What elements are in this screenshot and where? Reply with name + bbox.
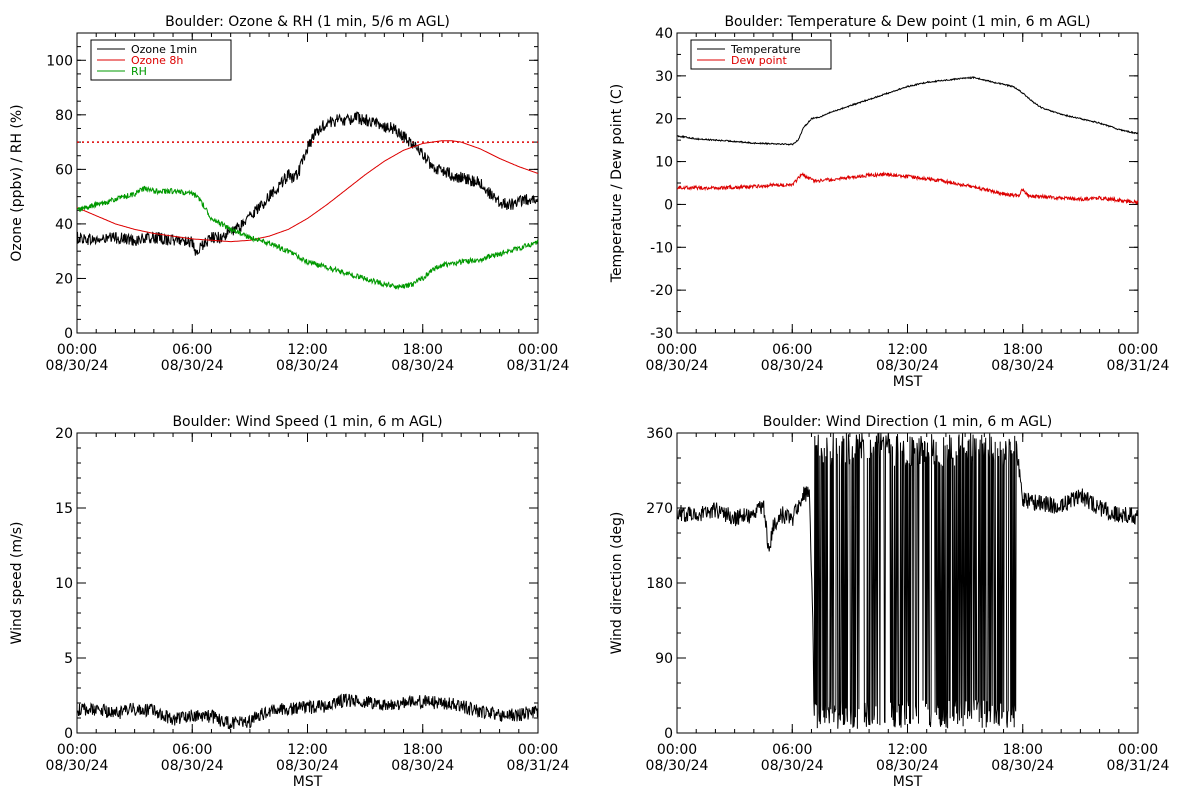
x-tick-time: 06:00 bbox=[172, 342, 212, 358]
y-tick-label: 15 bbox=[55, 501, 73, 517]
plot-frame bbox=[676, 32, 1139, 334]
y-tick-label: 0 bbox=[64, 326, 73, 342]
x-tick-date: 08/30/24 bbox=[991, 358, 1054, 374]
x-tick-time: 00:00 bbox=[518, 342, 558, 358]
x-tick-time: 12:00 bbox=[887, 742, 927, 758]
y-tick-label: 80 bbox=[55, 108, 73, 124]
y-tick-label: 40 bbox=[655, 26, 673, 42]
x-axis-label: MST bbox=[293, 774, 323, 790]
x-tick-time: 12:00 bbox=[887, 342, 927, 358]
legend-entry: Ozone 8h bbox=[131, 54, 183, 67]
y-tick-label: 360 bbox=[646, 426, 673, 442]
y-tick-label: 0 bbox=[664, 726, 673, 742]
x-tick-date: 08/30/24 bbox=[161, 758, 224, 774]
y-tick-label: 0 bbox=[664, 197, 673, 213]
x-tick-date: 08/30/24 bbox=[761, 758, 824, 774]
x-tick-time: 12:00 bbox=[287, 742, 327, 758]
x-tick-date: 08/30/24 bbox=[276, 758, 339, 774]
y-axis-label: Wind speed (m/s) bbox=[9, 522, 25, 645]
series-line-rh bbox=[76, 185, 539, 291]
y-tick-label: 90 bbox=[655, 651, 673, 667]
y-tick-label: 100 bbox=[46, 53, 73, 69]
wind-speed-panel: Boulder: Wind Speed (1 min, 6 m AGL) Wind… bbox=[9, 414, 570, 790]
legend-entry: RH bbox=[131, 65, 147, 78]
y-axis-label: Temperature / Dew point (C) bbox=[609, 84, 625, 283]
x-tick-date: 08/30/24 bbox=[646, 758, 709, 774]
x-tick-date: 08/30/24 bbox=[876, 358, 939, 374]
x-tick-date: 08/30/24 bbox=[646, 358, 709, 374]
chart-title: Boulder: Wind Direction (1 min, 6 m AGL) bbox=[763, 414, 1052, 430]
y-tick-label: 60 bbox=[55, 162, 73, 178]
y-tick-label: -10 bbox=[650, 240, 673, 256]
y-tick-label: 20 bbox=[55, 426, 73, 442]
wind-direction-panel: Boulder: Wind Direction (1 min, 6 m AGL)… bbox=[609, 414, 1170, 790]
x-tick-date: 08/30/24 bbox=[991, 758, 1054, 774]
y-tick-label: 20 bbox=[55, 271, 73, 287]
x-tick-time: 18:00 bbox=[1003, 342, 1043, 358]
legend-entry: Dew point bbox=[731, 54, 787, 67]
y-tick-label: 40 bbox=[55, 217, 73, 233]
x-tick-date: 08/30/24 bbox=[876, 758, 939, 774]
x-tick-time: 00:00 bbox=[657, 742, 697, 758]
series-line-wind-direction bbox=[676, 432, 1139, 729]
x-tick-date: 08/31/24 bbox=[1107, 358, 1170, 374]
legend-entry: Temperature bbox=[730, 43, 801, 56]
x-tick-time: 00:00 bbox=[1118, 342, 1158, 358]
y-axis-label: Ozone (ppbv) / RH (%) bbox=[9, 104, 25, 261]
x-axis-label: MST bbox=[893, 774, 923, 790]
x-tick-time: 00:00 bbox=[1118, 742, 1158, 758]
y-tick-label: 30 bbox=[655, 69, 673, 85]
plot-frame bbox=[76, 432, 539, 734]
x-tick-time: 06:00 bbox=[772, 742, 812, 758]
y-tick-label: 20 bbox=[655, 112, 673, 128]
x-tick-time: 00:00 bbox=[57, 742, 97, 758]
series-line-temperature bbox=[676, 76, 1139, 146]
y-tick-label: 0 bbox=[64, 726, 73, 742]
y-tick-label: 270 bbox=[646, 501, 673, 517]
x-tick-date: 08/31/24 bbox=[507, 358, 570, 374]
y-tick-label: -20 bbox=[650, 283, 673, 299]
x-tick-date: 08/31/24 bbox=[1107, 758, 1170, 774]
x-tick-time: 00:00 bbox=[657, 342, 697, 358]
legend-box bbox=[690, 39, 832, 70]
x-tick-time: 12:00 bbox=[287, 342, 327, 358]
x-tick-time: 06:00 bbox=[172, 742, 212, 758]
temp-dew-panel: Boulder: Temperature & Dew point (1 min,… bbox=[609, 14, 1170, 390]
chart-title: Boulder: Wind Speed (1 min, 6 m AGL) bbox=[172, 414, 442, 430]
x-tick-time: 18:00 bbox=[1003, 742, 1043, 758]
x-axis-label: MST bbox=[893, 374, 923, 390]
y-tick-label: 5 bbox=[64, 651, 73, 667]
x-tick-time: 18:00 bbox=[403, 742, 443, 758]
x-tick-time: 00:00 bbox=[518, 742, 558, 758]
x-tick-date: 08/31/24 bbox=[507, 758, 570, 774]
chart-title: Boulder: Temperature & Dew point (1 min,… bbox=[724, 14, 1090, 30]
x-tick-date: 08/30/24 bbox=[761, 358, 824, 374]
x-tick-date: 08/30/24 bbox=[46, 758, 109, 774]
x-tick-date: 08/30/24 bbox=[161, 358, 224, 374]
y-tick-label: 10 bbox=[655, 155, 673, 171]
x-tick-date: 08/30/24 bbox=[46, 358, 109, 374]
legend-entry: Ozone 1min bbox=[131, 43, 197, 56]
series-line-dew-point bbox=[677, 171, 1139, 205]
y-tick-label: -30 bbox=[650, 326, 673, 342]
x-tick-time: 00:00 bbox=[57, 342, 97, 358]
series-line-ozone-8h bbox=[76, 140, 539, 243]
series-line-ozone-1min bbox=[76, 111, 539, 256]
x-tick-time: 18:00 bbox=[403, 342, 443, 358]
x-tick-date: 08/30/24 bbox=[391, 758, 454, 774]
y-axis-label: Wind direction (deg) bbox=[609, 512, 625, 655]
y-tick-label: 180 bbox=[646, 576, 673, 592]
ozone-rh-panel: Boulder: Ozone & RH (1 min, 5/6 m AGL) Oz… bbox=[9, 14, 570, 374]
chart-title: Boulder: Ozone & RH (1 min, 5/6 m AGL) bbox=[165, 14, 450, 30]
series-line-wind-speed bbox=[76, 693, 539, 730]
x-tick-time: 06:00 bbox=[772, 342, 812, 358]
x-tick-date: 08/30/24 bbox=[276, 358, 339, 374]
y-tick-label: 10 bbox=[55, 576, 73, 592]
x-tick-date: 08/30/24 bbox=[391, 358, 454, 374]
